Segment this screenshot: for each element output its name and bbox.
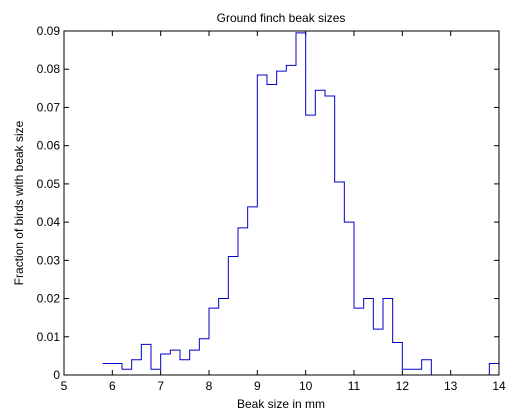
x-tick-label: 8	[206, 379, 213, 393]
y-tick-label: 0.09	[37, 24, 61, 38]
x-tick-label: 5	[61, 379, 68, 393]
y-tick-label: 0.07	[37, 100, 61, 114]
y-tick-label: 0.05	[37, 177, 61, 191]
y-tick-label: 0.03	[37, 253, 61, 267]
x-tick-label: 12	[396, 379, 410, 393]
x-tick-label: 9	[254, 379, 261, 393]
y-tick-label: 0.06	[37, 139, 61, 153]
x-tick-label: 13	[444, 379, 458, 393]
y-axis-label: Fraction of birds with beak size	[12, 120, 26, 285]
plot-area	[64, 31, 499, 375]
x-tick-label: 7	[157, 379, 164, 393]
y-tick-label: 0.02	[37, 292, 61, 306]
y-tick-label: 0	[53, 368, 60, 382]
x-axis-label: Beak size in mm	[237, 397, 325, 411]
y-tick-labels: 0 0.01 0.02 0.03 0.04 0.05 0.06 0.07 0.08 0.09	[37, 24, 61, 382]
x-tick-label: 11	[348, 379, 361, 393]
y-tick-label: 0.04	[37, 215, 61, 229]
plot-frame	[63, 30, 500, 376]
x-tick-labels: 5 6 7 8 9 10 11 12 13 14	[61, 379, 506, 393]
beak-size-series-line	[102, 32, 500, 376]
x-tick-label: 6	[109, 379, 116, 393]
chart-title: Ground finch beak sizes	[217, 11, 346, 25]
y-tick-label: 0.08	[37, 62, 61, 76]
x-tick-label: 10	[299, 379, 313, 393]
x-tick-label: 14	[492, 379, 506, 393]
y-tick-label: 0.01	[37, 330, 61, 344]
